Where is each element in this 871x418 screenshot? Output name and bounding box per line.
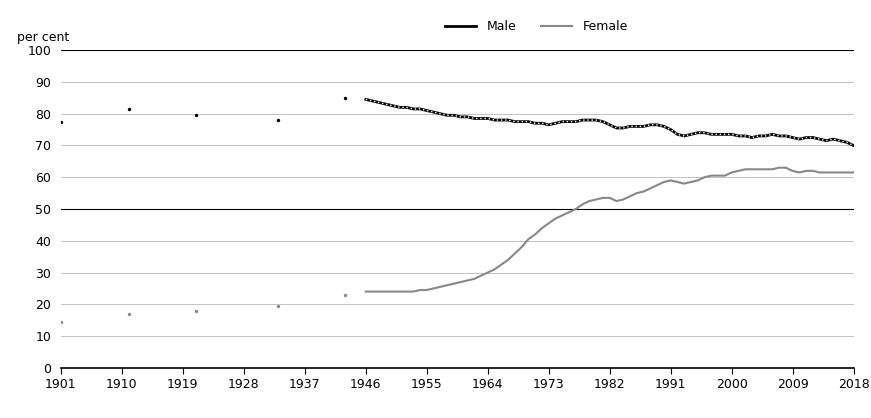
Point (190, 112, 204, 119)
Point (339, 94, 353, 101)
Point (271, 117, 285, 123)
Point (122, 106, 136, 112)
Point (54, 118, 68, 125)
Point (190, 307, 204, 314)
Legend: Male, Female: Male, Female (440, 15, 633, 38)
Text: per cent: per cent (17, 31, 70, 44)
Point (54, 319, 68, 325)
Point (122, 311, 136, 317)
Point (271, 303, 285, 309)
Point (339, 291, 353, 298)
